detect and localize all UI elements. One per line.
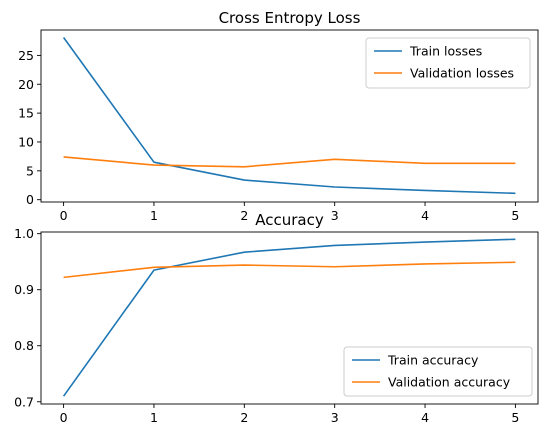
- loss-chart-title: Cross Entropy Loss: [219, 9, 361, 27]
- y-tick-label-0-2: 10: [18, 134, 34, 149]
- x-tick-label-1-0: 0: [60, 410, 68, 425]
- series-line-1-1: [63, 261, 516, 279]
- legend-0: Train losses Validation losses: [365, 37, 531, 89]
- y-tick-label-0-5: 25: [18, 48, 34, 63]
- loss-chart-panel: 0 1 2 3 4 5 0 5 10 15 20 25 Train losses Validation l…: [18, 29, 539, 223]
- accuracy-chart-title: Accuracy: [255, 211, 324, 229]
- x-tick-label-0-0: 0: [60, 208, 68, 223]
- y-tick-label-0-1: 5: [26, 163, 34, 178]
- x-tick-label-0-5: 5: [511, 208, 519, 223]
- y-tick-label-0-4: 20: [18, 77, 34, 92]
- accuracy-chart-panel: 0 1 2 3 4 5 0.7 0.8 0.9 1.0 Train accuracy Validati…: [14, 226, 539, 425]
- x-tick-label-1-2: 2: [240, 410, 248, 425]
- x-tick-label-0-1: 1: [150, 208, 158, 223]
- y-tick-label-1-2: 0.9: [14, 282, 34, 297]
- legend-label-0-1: Validation losses: [410, 66, 514, 81]
- y-tick-label-1-1: 0.8: [14, 338, 34, 353]
- series-line-0-1: [63, 156, 516, 168]
- x-tick-label-1-3: 3: [331, 410, 339, 425]
- legend-1: Train accuracy Validation accuracy: [343, 346, 533, 397]
- x-tick-label-1-1: 1: [150, 410, 158, 425]
- series-line-1-0: [62, 238, 516, 397]
- x-tick-label-1-4: 4: [421, 410, 429, 425]
- y-tick-label-0-3: 15: [18, 106, 34, 121]
- plot-frame-1: [40, 231, 539, 405]
- legend-label-1-1: Validation accuracy: [388, 375, 511, 390]
- x-tick-label-0-4: 4: [421, 208, 429, 223]
- legend-label-1-0: Train accuracy: [387, 353, 479, 368]
- x-tick-label-0-2: 2: [240, 208, 248, 223]
- legend-box-1: [343, 346, 533, 397]
- y-tick-label-0-0: 0: [26, 192, 34, 207]
- plot-frame-0: [40, 29, 539, 203]
- y-tick-label-1-0: 0.7: [14, 394, 34, 409]
- x-tick-label-1-5: 5: [511, 410, 519, 425]
- series-line-0-0: [62, 37, 516, 195]
- legend-box-0: [365, 37, 531, 89]
- legend-label-0-0: Train losses: [409, 44, 482, 59]
- y-tick-label-1-3: 1.0: [14, 226, 34, 241]
- x-tick-label-0-3: 3: [331, 208, 339, 223]
